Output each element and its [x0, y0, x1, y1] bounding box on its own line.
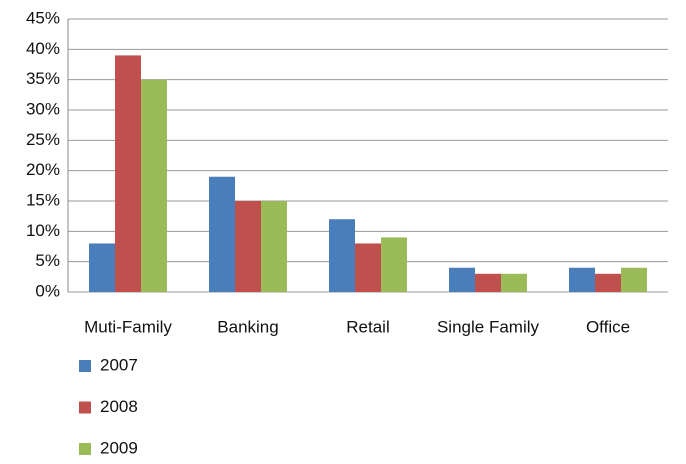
- y-tick-label: 10%: [26, 221, 60, 240]
- y-tick-label: 0%: [35, 281, 60, 300]
- bar: [329, 219, 355, 292]
- y-tick-label: 15%: [26, 190, 60, 209]
- bar: [381, 237, 407, 292]
- x-tick-label: Single Family: [437, 317, 540, 336]
- bar: [141, 79, 167, 293]
- legend-label: 2009: [100, 438, 138, 457]
- bar: [449, 267, 475, 292]
- bar: [115, 55, 141, 293]
- y-tick-label: 45%: [26, 8, 60, 27]
- bar: [355, 243, 381, 292]
- bar: [89, 243, 115, 292]
- legend-swatch: [79, 360, 91, 372]
- bar: [261, 201, 287, 292]
- legend-swatch: [79, 401, 91, 414]
- x-tick-label: Muti-Family: [84, 317, 172, 336]
- legend-label: 2007: [100, 355, 138, 374]
- bar: [235, 201, 261, 292]
- bar: [475, 273, 501, 292]
- bar: [209, 176, 235, 292]
- legend-label: 2008: [100, 397, 138, 416]
- bar: [621, 267, 647, 292]
- x-tick-label: Banking: [217, 317, 278, 336]
- bar: [569, 267, 595, 292]
- y-tick-label: 5%: [35, 251, 60, 270]
- y-tick-label: 20%: [26, 160, 60, 179]
- y-tick-label: 30%: [26, 99, 60, 118]
- x-tick-label: Office: [586, 317, 630, 336]
- bar: [595, 273, 621, 292]
- x-tick-label: Retail: [346, 317, 389, 336]
- y-tick-label: 25%: [26, 130, 60, 149]
- y-tick-label: 40%: [26, 39, 60, 58]
- y-tick-label: 35%: [26, 69, 60, 88]
- bar: [501, 273, 527, 292]
- legend-swatch: [79, 443, 91, 455]
